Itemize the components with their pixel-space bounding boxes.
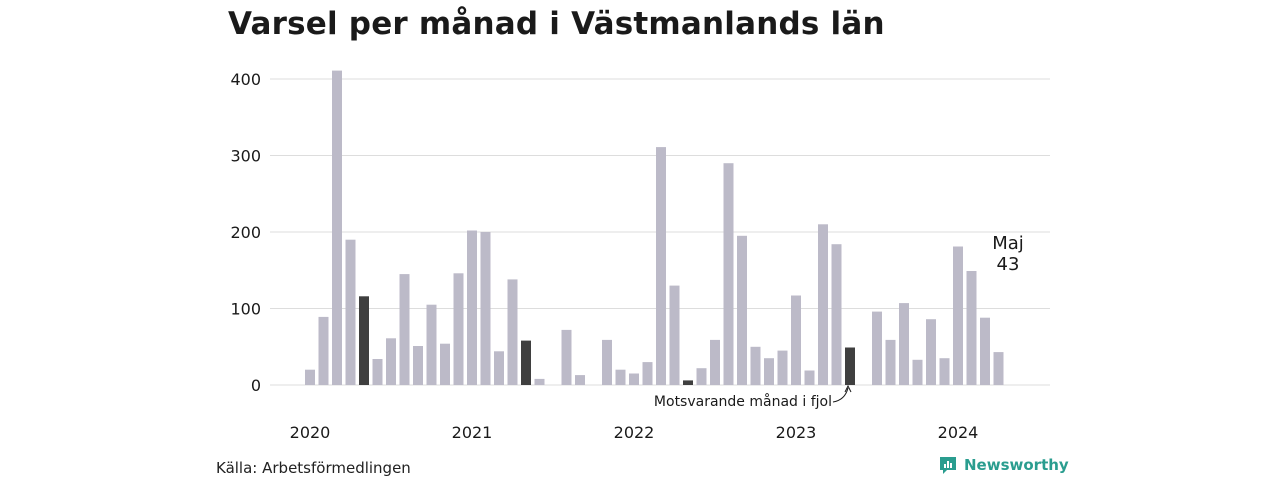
bar-2022-04 [669, 285, 680, 385]
chart-title: Varsel per månad i Västmanlands län [228, 6, 885, 42]
bar-2020-07 [386, 338, 396, 385]
newsworthy-logo-icon [940, 457, 956, 474]
bar-2021-04 [507, 279, 518, 385]
x-year-label-2024: 2024 [938, 423, 979, 442]
brand-name: Newsworthy [964, 456, 1069, 474]
bar-2023-04 [831, 244, 842, 385]
bar-2020-04 [345, 239, 356, 385]
bar-2024-04 [993, 352, 1004, 385]
y-tick-label: 200 [230, 223, 261, 242]
bar-2022-01 [629, 373, 639, 385]
bar-2023-09 [899, 303, 909, 385]
bar-2020-06 [372, 359, 383, 385]
x-year-label-2022: 2022 [614, 423, 655, 442]
bar-2024-01 [953, 246, 963, 385]
bar-2023-05 [845, 347, 855, 385]
annotation-arrowhead [844, 384, 852, 393]
x-year-label-2023: 2023 [776, 423, 817, 442]
y-tick-label: 100 [230, 300, 261, 319]
bar-2020-09 [413, 346, 423, 385]
bar-2022-12 [777, 350, 788, 385]
bar-2022-05 [683, 380, 693, 385]
bar-2021-01 [467, 230, 477, 385]
bar-2021-08 [561, 329, 572, 385]
bar-2023-08 [885, 339, 896, 385]
bar-2023-03 [818, 224, 828, 385]
previous-year-annotation: Motsvarande månad i fjol [654, 393, 832, 410]
bar-2022-06 [696, 368, 707, 385]
current-month-label: Maj [992, 233, 1024, 254]
bar-2022-07 [710, 339, 720, 385]
annotations: Maj 43 Motsvarande månad i fjol [654, 233, 1024, 410]
bar-2023-12 [939, 358, 950, 385]
bar-2020-12 [453, 273, 464, 385]
x-year-label-2021: 2021 [452, 423, 493, 442]
bar-2020-02 [318, 316, 329, 385]
source-note: Källa: Arbetsförmedlingen [216, 459, 411, 477]
bar-2020-08 [399, 274, 410, 385]
bar-2021-03 [494, 351, 504, 385]
bar-2023-02 [804, 370, 815, 385]
bar-2020-10 [426, 304, 437, 385]
y-tick-label: 300 [230, 147, 261, 166]
x-axis-year-labels: 2020 2021 2022 2023 2024 [290, 423, 979, 442]
bar-2024-03 [980, 317, 990, 385]
bar-2021-12 [615, 369, 626, 385]
bar-2022-09 [737, 235, 747, 385]
bars [305, 70, 1004, 386]
bar-2020-03 [332, 70, 342, 385]
bar-2023-10 [912, 359, 923, 385]
bar-2023-11 [926, 319, 936, 385]
bar-2021-06 [534, 378, 545, 385]
bar-2021-02 [480, 232, 491, 385]
bar-2022-11 [764, 358, 774, 385]
bar-2020-05 [359, 296, 369, 385]
bar-2020-11 [440, 343, 450, 385]
bar-2022-02 [642, 362, 653, 385]
bar-2022-08 [723, 163, 734, 385]
y-tick-label: 0 [251, 376, 261, 395]
y-tick-label: 400 [230, 70, 261, 89]
bar-2022-03 [656, 147, 666, 385]
x-year-label-2020: 2020 [290, 423, 331, 442]
bar-2022-10 [750, 346, 761, 386]
bar-2023-01 [791, 295, 801, 385]
bar-2021-11 [602, 339, 612, 385]
current-value-label: 43 [997, 254, 1020, 275]
bar-2024-02 [966, 271, 977, 385]
bar-2021-09 [575, 375, 585, 385]
brand-logo: Newsworthy [938, 455, 1069, 475]
bar-2023-07 [872, 311, 882, 385]
y-axis-tick-labels: 0 100 200 300 400 [230, 70, 261, 395]
bar-2020-01 [305, 369, 315, 385]
bar-2021-05 [521, 340, 531, 385]
annotation-arrow [832, 387, 849, 403]
